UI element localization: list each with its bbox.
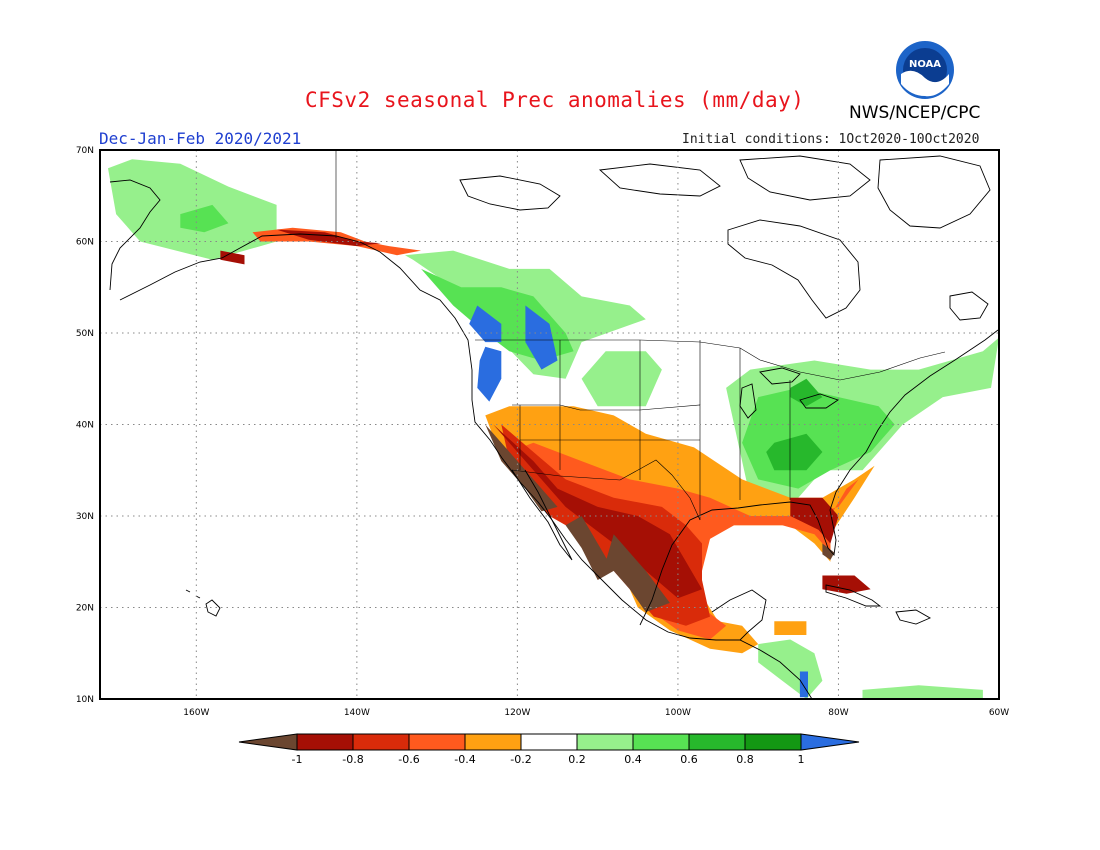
season-label: Dec-Jan-Feb 2020/2021 [99, 129, 302, 148]
anomaly-region-18 [605, 534, 670, 613]
colorbar-tick-label: 0.2 [568, 753, 586, 766]
lon-tick-label: 100W [665, 708, 691, 718]
anomaly-region-5 [477, 346, 502, 402]
anomaly-region-16 [790, 497, 839, 544]
colorbar-segment [744, 733, 802, 751]
political-borders-layer [335, 150, 946, 521]
anomaly-region-0 [108, 159, 277, 260]
lat-tick-label: 50N [76, 329, 94, 339]
colorbar-tick-label: 0.6 [680, 753, 698, 766]
colorbar-tick-label: 1 [798, 753, 805, 766]
colorbar-tick-label: 0.8 [736, 753, 754, 766]
great-lakes-coastline [739, 367, 840, 419]
anomaly-region-7 [581, 351, 662, 407]
state-borders [512, 340, 791, 520]
colorbar-tick-label: -0.4 [454, 753, 475, 766]
anomaly-region-11 [790, 378, 823, 407]
anomaly-region-26 [822, 575, 871, 594]
map-frame [99, 149, 1000, 700]
coastline-layer [109, 155, 999, 699]
colorbar-tick-label: 0.4 [624, 753, 642, 766]
lat-tick-label: 40N [76, 421, 94, 431]
anomaly-region-15 [493, 424, 702, 599]
colorbar-segment [576, 733, 634, 751]
lon-tick-label: 120W [504, 708, 530, 718]
colorbar-tick-label: -0.8 [342, 753, 363, 766]
agency-label: NWS/NCEP/CPC [849, 103, 981, 123]
colorbar-tick-label: -1 [292, 753, 303, 766]
lon-tick-label: 160W [183, 708, 209, 718]
lat-tick-label: 70N [76, 146, 94, 156]
cuba-coastline [825, 584, 882, 607]
graticule-layer [100, 150, 999, 699]
colorbar-segment [688, 733, 746, 751]
anomaly-region-19 [565, 516, 614, 580]
gulf-coastline [639, 329, 999, 626]
newfoundland-coastline [949, 291, 989, 321]
anomaly-region-20 [822, 543, 835, 560]
colorbar-tick-label: -0.6 [398, 753, 419, 766]
noaa-logo-icon: NOAA [896, 41, 954, 99]
lon-tick-label: 60W [989, 708, 1009, 718]
arctic-islands-coastline [459, 155, 991, 229]
colorbar-segment [520, 733, 578, 751]
colorbar-segment [296, 733, 354, 751]
yucatan-coastline [711, 589, 767, 641]
colorbar-segment [632, 733, 690, 751]
lon-tick-label: 80W [828, 708, 848, 718]
hudson-bay-coastline [727, 219, 861, 319]
anomaly-region-10 [766, 433, 823, 471]
anomaly-region-25 [799, 671, 808, 698]
lat-tick-label: 20N [76, 604, 94, 614]
anomaly-region-24 [758, 639, 823, 699]
initial-conditions-label: Initial conditions: 1Oct2020-10Oct2020 [682, 132, 980, 147]
anomaly-fill-layer [108, 159, 999, 699]
colorbar-arrow-high [800, 733, 860, 751]
lon-tick-label: 140W [344, 708, 370, 718]
lat-tick-label: 60N [76, 238, 94, 248]
anomaly-region-6 [525, 305, 558, 370]
baja-coastline [511, 469, 573, 561]
logo-text: NOAA [909, 59, 941, 70]
colorbar-segment [408, 733, 466, 751]
us-mexico-border [511, 459, 701, 521]
axis-labels: 70N 60N 50N 40N 30N 20N 10N 160W 140W 120W 100W 80W… [76, 146, 1009, 718]
colorbar-segment [464, 733, 522, 751]
anomaly-region-4 [469, 305, 502, 343]
anomaly-region-23 [220, 250, 245, 265]
anomaly-region-28 [862, 685, 983, 699]
us-canada-border [475, 339, 946, 381]
anomaly-region-1 [180, 204, 229, 233]
anomaly-region-27 [774, 621, 807, 635]
hawaii-coastline [185, 589, 221, 617]
colorbar-segment [352, 733, 410, 751]
hispaniola-coastline [895, 609, 932, 625]
pacific-coastline [109, 179, 813, 699]
figure-title: CFSv2 seasonal Prec anomalies (mm/day) [305, 88, 805, 112]
anomaly-region-17 [485, 424, 558, 512]
lat-tick-label: 10N [76, 695, 94, 705]
colorbar-arrow-low [238, 733, 298, 751]
colorbar-legend: -1 -0.8 -0.6 -0.4 -0.2 0.2 0.4 0.6 0.8 1 [238, 733, 860, 766]
lat-tick-label: 30N [76, 512, 94, 522]
colorbar-tick-label: -0.2 [510, 753, 531, 766]
